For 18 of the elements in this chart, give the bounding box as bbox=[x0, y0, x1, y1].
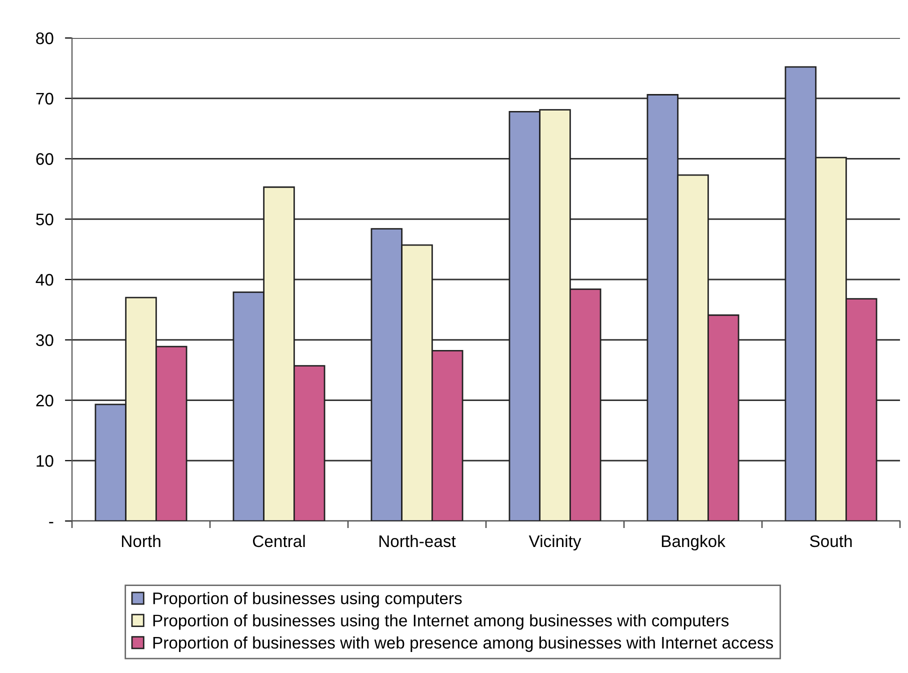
x-tick-label: Bangkok bbox=[662, 534, 726, 550]
y-tick-label: 80 bbox=[36, 32, 54, 44]
y-tick-label: 70 bbox=[36, 92, 54, 105]
x-tick-label: North-east bbox=[379, 534, 456, 548]
y-tick-label: 20 bbox=[36, 394, 54, 406]
y-tick-label: 10 bbox=[36, 455, 54, 467]
x-tick-label: North bbox=[122, 534, 160, 548]
legend-label: Proportion of businesses using the Internet among businesses with computers bbox=[153, 614, 729, 630]
x-tick-label: Vicinity bbox=[528, 534, 582, 550]
x-tick-label: South bbox=[810, 534, 852, 548]
y-tick-label: 50 bbox=[36, 214, 54, 226]
y-tick-label: 60 bbox=[36, 153, 54, 165]
y-tick-label: - bbox=[49, 522, 54, 524]
y-tick-label: 30 bbox=[36, 334, 54, 346]
y-tick-label: 40 bbox=[36, 274, 54, 286]
legend-label: Proportion of businesses using computers bbox=[153, 592, 462, 608]
legend-label: Proportion of businesses with web presence among businesses with Internet access bbox=[153, 636, 774, 652]
x-tick-label: Central bbox=[252, 534, 305, 548]
